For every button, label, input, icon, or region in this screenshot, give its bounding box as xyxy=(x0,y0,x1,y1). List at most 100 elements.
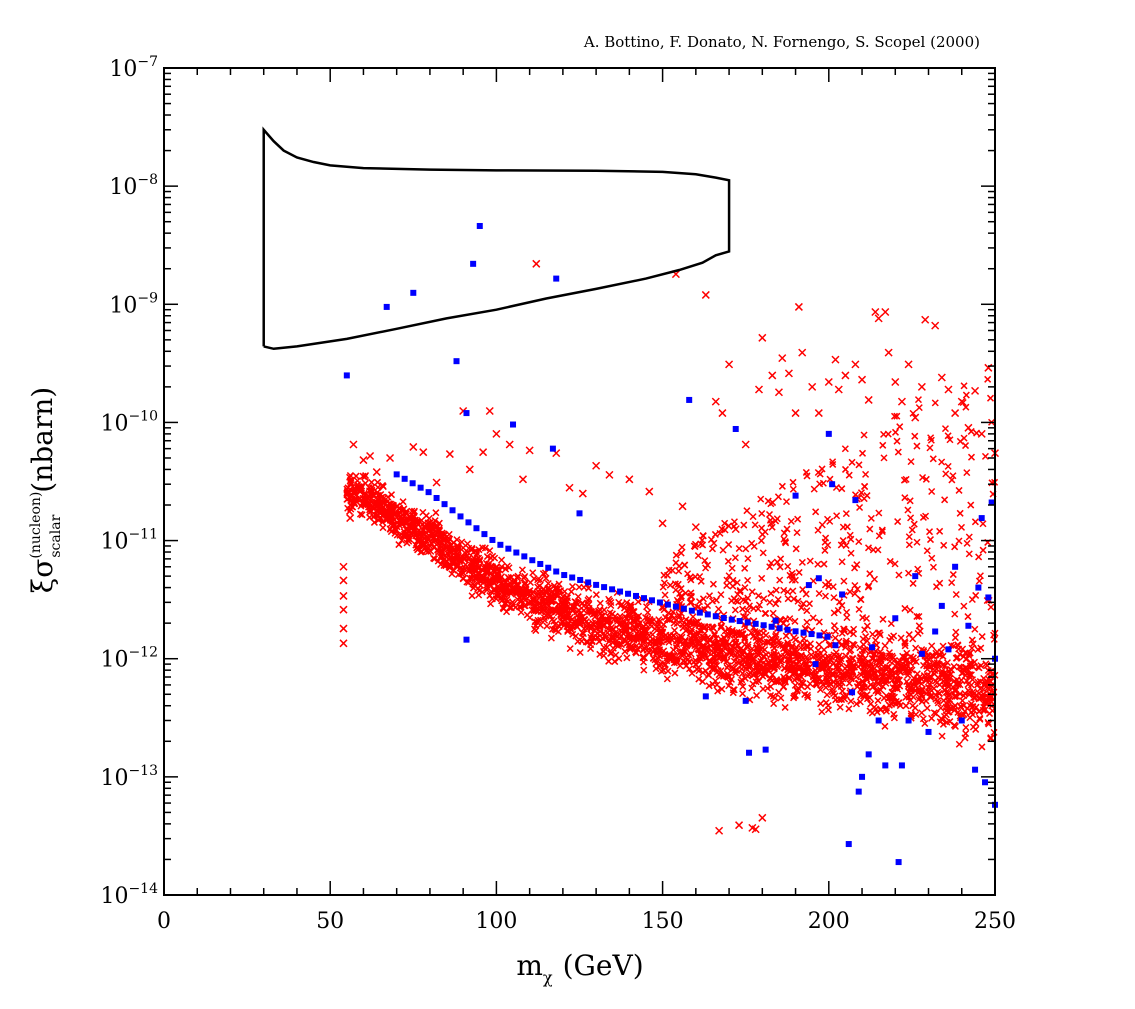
data-point-cross xyxy=(492,568,500,576)
data-point-dot xyxy=(696,609,703,616)
data-point-cross xyxy=(766,674,774,682)
y-tick-label: 10−8 xyxy=(109,172,158,200)
data-point-cross xyxy=(744,594,752,602)
data-point-cross xyxy=(430,554,438,562)
data-point-cross xyxy=(910,520,918,528)
data-point-cross xyxy=(781,538,789,546)
data-point-cross xyxy=(840,671,848,679)
data-point-cross xyxy=(424,519,432,527)
data-point-cross xyxy=(839,692,847,700)
data-point-cross xyxy=(387,528,395,536)
data-point-cross xyxy=(625,475,634,484)
data-point-cross xyxy=(643,643,651,651)
data-point-cross xyxy=(857,596,865,604)
data-point-cross xyxy=(887,620,895,628)
data-point-dot xyxy=(832,642,839,649)
data-point-cross xyxy=(862,633,870,641)
data-point-cross xyxy=(790,595,798,603)
x-tick-labels: 0 50 100 150 200 250 xyxy=(157,909,1016,934)
data-point-cross xyxy=(913,670,921,678)
data-point-cross xyxy=(850,641,858,649)
data-point-cross xyxy=(370,513,378,521)
data-point-cross xyxy=(518,475,528,484)
data-point-dot xyxy=(945,646,952,653)
data-point-cross xyxy=(772,586,780,594)
data-point-dot xyxy=(744,619,751,626)
data-point-cross xyxy=(595,617,603,625)
data-point-cross xyxy=(421,540,429,548)
data-point-cross xyxy=(838,485,846,493)
data-point-cross xyxy=(608,623,616,631)
data-point-cross xyxy=(572,632,580,640)
data-point-cross xyxy=(406,535,414,543)
data-point-cross xyxy=(723,657,731,665)
data-point-cross xyxy=(780,529,788,537)
data-point-cross xyxy=(533,592,541,600)
data-point-cross xyxy=(814,409,823,418)
data-point-cross xyxy=(780,682,788,691)
data-point-cross xyxy=(847,549,855,557)
data-point-cross xyxy=(640,666,648,674)
data-point-cross xyxy=(432,478,441,487)
data-point-cross xyxy=(971,518,979,526)
data-point-cross xyxy=(833,665,841,673)
data-point-cross xyxy=(735,821,744,830)
data-point-cross xyxy=(481,544,489,552)
data-point-dot xyxy=(812,661,819,668)
data-point-cross xyxy=(627,642,635,651)
data-point-cross xyxy=(615,598,623,606)
data-point-dot xyxy=(505,545,512,552)
data-point-cross xyxy=(946,695,954,703)
data-point-dot xyxy=(393,471,400,478)
data-point-cross xyxy=(691,573,699,581)
data-point-cross xyxy=(490,568,498,576)
data-point-cross xyxy=(718,409,727,418)
data-point-cross xyxy=(975,664,983,672)
data-point-cross xyxy=(815,589,823,598)
data-point-cross xyxy=(505,574,513,582)
data-point-cross xyxy=(748,588,756,596)
data-point-cross xyxy=(927,672,935,680)
data-point-cross xyxy=(794,597,802,605)
data-point-cross xyxy=(491,586,499,594)
data-point-cross xyxy=(839,523,847,531)
data-point-cross xyxy=(655,643,663,651)
data-point-cross xyxy=(957,523,966,531)
data-point-cross xyxy=(761,646,769,654)
data-point-cross xyxy=(777,658,785,666)
data-point-cross xyxy=(358,511,366,519)
data-point-cross xyxy=(415,537,423,545)
data-point-cross xyxy=(904,668,912,676)
data-point-cross xyxy=(449,557,457,565)
data-point-cross xyxy=(915,622,923,630)
data-point-cross xyxy=(705,671,713,679)
data-point-cross xyxy=(459,565,467,573)
data-point-cross xyxy=(714,687,722,695)
data-point-cross xyxy=(339,624,348,633)
data-point-cross xyxy=(914,565,922,573)
data-point-cross xyxy=(679,657,687,665)
data-point-cross xyxy=(593,629,601,637)
data-point-cross xyxy=(855,538,863,546)
data-point-cross xyxy=(833,679,841,687)
data-point-cross xyxy=(952,628,960,636)
data-point-cross xyxy=(859,664,868,672)
data-point-cross xyxy=(986,394,995,402)
data-point-cross xyxy=(903,664,911,672)
data-point-cross xyxy=(766,598,774,606)
data-point-cross xyxy=(834,659,842,667)
data-point-cross xyxy=(950,677,958,685)
data-point-cross xyxy=(847,675,855,683)
data-point-cross xyxy=(742,613,750,621)
data-point-cross xyxy=(840,627,848,635)
data-point-cross xyxy=(539,570,547,578)
data-point-cross xyxy=(928,554,936,562)
data-point-cross xyxy=(839,537,847,545)
data-point-cross xyxy=(840,669,849,677)
data-point-cross xyxy=(403,515,411,523)
data-point-cross xyxy=(406,529,414,537)
data-point-cross xyxy=(566,625,574,633)
data-point-cross xyxy=(739,669,747,677)
data-point-cross xyxy=(942,470,950,478)
data-point-cross xyxy=(824,377,833,387)
